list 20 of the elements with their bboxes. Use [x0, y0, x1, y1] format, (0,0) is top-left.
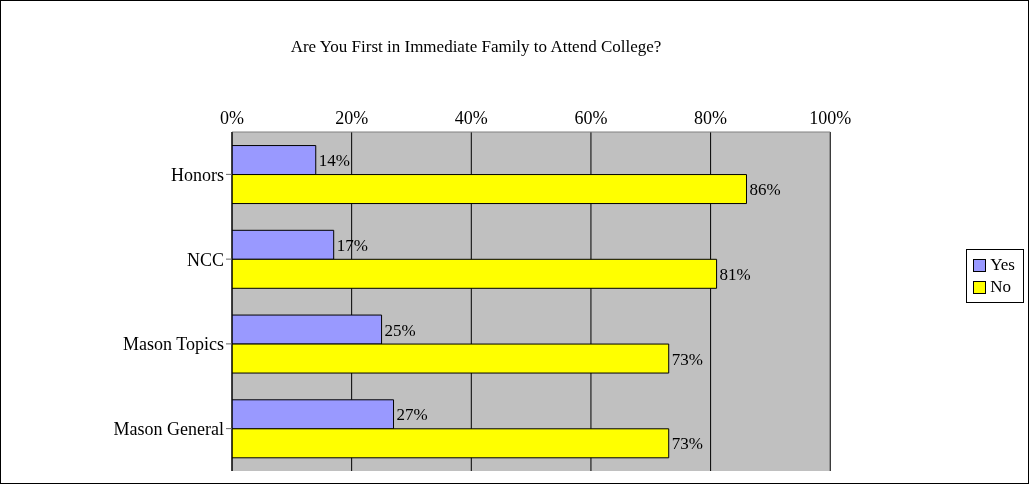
chart-title: Are You First in Immediate Family to Attend College?	[289, 37, 663, 57]
data-label: 86%	[749, 180, 781, 200]
x-tick-label: 80%	[694, 108, 728, 128]
y-tick-label: NCC	[186, 249, 224, 270]
data-label: 81%	[719, 264, 751, 284]
legend-label: Yes	[990, 254, 1015, 276]
data-label: 73%	[671, 434, 703, 454]
x-tick-label: 60%	[574, 108, 608, 128]
data-label: 27%	[396, 405, 428, 425]
y-tick-label: Honors	[171, 164, 224, 185]
x-tick-label: 100%	[809, 108, 852, 128]
legend-label: No	[990, 276, 1012, 298]
data-label: 14%	[318, 151, 350, 171]
data-label: 25%	[384, 320, 416, 340]
x-tick-label: 0%	[220, 108, 244, 128]
data-label: 73%	[671, 349, 703, 369]
x-tick-label: 20%	[335, 108, 369, 128]
y-tick-label: Mason General	[113, 419, 224, 440]
y-tick-label: Mason Topics	[123, 334, 224, 355]
x-tick-label: 40%	[454, 108, 488, 128]
